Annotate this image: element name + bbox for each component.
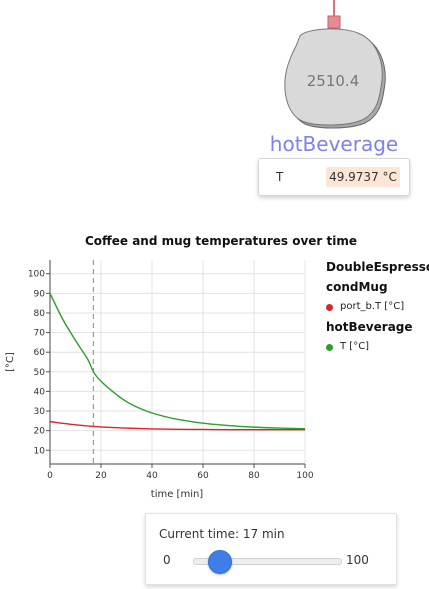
x-tick-label: 80 [248, 471, 260, 481]
y-tick-label: 40 [34, 387, 46, 397]
x-tick-label: 60 [197, 471, 209, 481]
diagram-canvas: 2510.4 hotBeverage [270, 0, 398, 156]
legend-group-hotbeverage: hotBeverage [326, 320, 413, 334]
y-axis-label: [°C] [5, 352, 16, 372]
time-slider-panel: Current time: 17 min 0 100 [145, 513, 397, 585]
series-line-condmug-port-b-t [49, 420, 305, 431]
component-name-label[interactable]: hotBeverage [270, 132, 398, 156]
time-slider-thumb[interactable] [207, 550, 232, 574]
legend-group-condmug: condMug [326, 280, 388, 294]
series-line-hotbeverage-t [49, 293, 306, 430]
y-tick-label: 90 [34, 289, 46, 299]
legend-item-label: T [°C] [340, 341, 370, 352]
x-tick-label: 40 [146, 471, 158, 481]
legend-item-label: port_b.T [°C] [340, 301, 405, 312]
legend-item-port-b-t[interactable]: port_b.T [°C] [326, 297, 429, 317]
y-tick-label: 30 [34, 407, 46, 417]
time-slider-track[interactable] [193, 558, 342, 565]
fluid-port-connector[interactable] [327, 15, 341, 29]
chart-series [49, 260, 306, 464]
hot-beverage-shape[interactable] [284, 28, 383, 126]
y-tick-label: 50 [34, 368, 46, 378]
current-time-label: Current time: 17 min [159, 527, 285, 541]
component-value-text: 2510.4 [307, 72, 360, 90]
chart-grid [50, 260, 306, 464]
legend-dot-red-icon [326, 303, 333, 311]
y-tick-label: 60 [34, 348, 46, 358]
x-axis-label: time [min] [151, 489, 204, 500]
legend-group-doubleespresso: DoubleEspresso [326, 260, 429, 274]
y-tick-label: 10 [34, 446, 46, 456]
x-tick-label: 20 [95, 471, 107, 481]
y-tick-label: 100 [28, 270, 45, 280]
y-tick-label: 70 [34, 329, 46, 339]
legend-dot-green-icon [326, 343, 333, 351]
variable-inspector: T 49.9737 °C [258, 158, 410, 196]
slider-min-label: 0 [163, 553, 171, 567]
x-tick-label: 0 [47, 471, 53, 481]
x-tick-label: 100 [296, 471, 313, 481]
temperature-chart: Coffee and mug temperatures over time 0 2… [5, 234, 357, 500]
legend-item-t[interactable]: T [°C] [326, 337, 429, 357]
chart-legend: DoubleEspresso condMug port_b.T [°C] hot… [326, 257, 429, 357]
slider-max-label: 100 [346, 553, 369, 567]
inspector-variable-value: 49.9737 °C [326, 167, 400, 187]
y-tick-label: 20 [34, 427, 46, 437]
inspector-variable-name: T [276, 170, 284, 184]
chart-title: Coffee and mug temperatures over time [85, 234, 357, 248]
y-tick-label: 80 [34, 309, 46, 319]
